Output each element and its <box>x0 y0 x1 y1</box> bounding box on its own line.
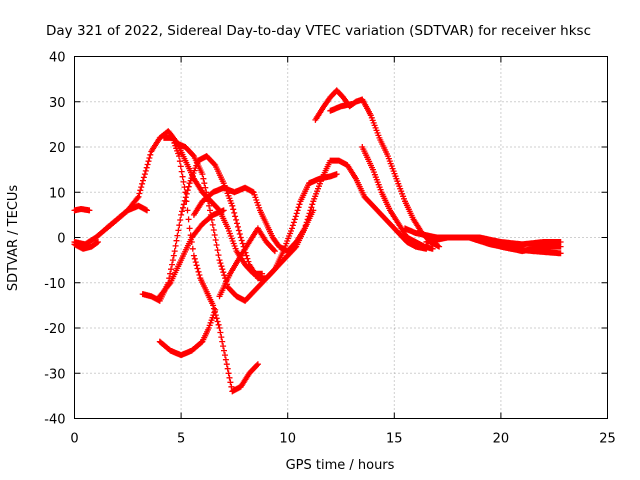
y-tick-label: 40 <box>49 51 66 66</box>
y-tick-label: 10 <box>49 186 66 201</box>
x-tick-label: 10 <box>279 432 296 447</box>
data-point-marks <box>327 101 355 114</box>
data-point-marks <box>359 144 436 252</box>
series-trace-4 <box>103 202 150 232</box>
y-tick-label: 20 <box>49 141 66 156</box>
data-point-marks <box>71 239 101 252</box>
series-trace-3 <box>71 239 101 252</box>
series-trace-11 <box>216 225 278 300</box>
data-point-marks <box>103 202 150 232</box>
y-tick-label: -20 <box>44 322 65 337</box>
series-trace-14 <box>359 144 436 252</box>
data-point-marks <box>190 184 317 255</box>
y-tick-label: -30 <box>44 367 65 382</box>
y-tick-label: -10 <box>44 277 65 292</box>
series-trace-6 <box>156 207 227 300</box>
data-point-marks <box>216 225 278 300</box>
series-trace-13 <box>327 101 355 114</box>
axis-ticks: 0 5 10 15 20 25 -40 -30 -20 -10 0 10 20 30 40 <box>44 51 616 447</box>
x-tick-label: 20 <box>493 432 510 447</box>
data-point-marks <box>156 306 219 359</box>
x-tick-label: 5 <box>177 432 185 447</box>
x-tick-label: 15 <box>386 432 403 447</box>
data-point-marks <box>171 139 430 304</box>
series-trace-2 <box>71 206 93 214</box>
series-trace-17 <box>476 234 564 255</box>
series-trace-9 <box>171 139 430 304</box>
data-marks <box>71 87 564 395</box>
grid <box>74 56 608 419</box>
y-tick-label: -40 <box>44 413 65 428</box>
y-tick-label: 30 <box>49 96 66 111</box>
y-tick-label: 0 <box>57 232 65 247</box>
x-axis-label: GPS time / hours <box>286 458 395 473</box>
x-tick-label: 25 <box>599 432 616 447</box>
data-point-marks <box>476 234 564 255</box>
data-point-marks <box>71 206 93 214</box>
series-trace-1 <box>71 128 266 277</box>
x-tick-label: 0 <box>70 432 78 447</box>
plot-frame <box>74 56 608 419</box>
series-trace-10 <box>190 184 317 255</box>
y-axis-label: SDTVAR / TECUs <box>6 185 21 292</box>
chart-title: Day 321 of 2022, Sidereal Day-to-day VTE… <box>46 23 591 39</box>
series-trace-8 <box>156 306 219 359</box>
data-point-marks <box>71 128 266 277</box>
data-point-marks <box>156 207 227 300</box>
